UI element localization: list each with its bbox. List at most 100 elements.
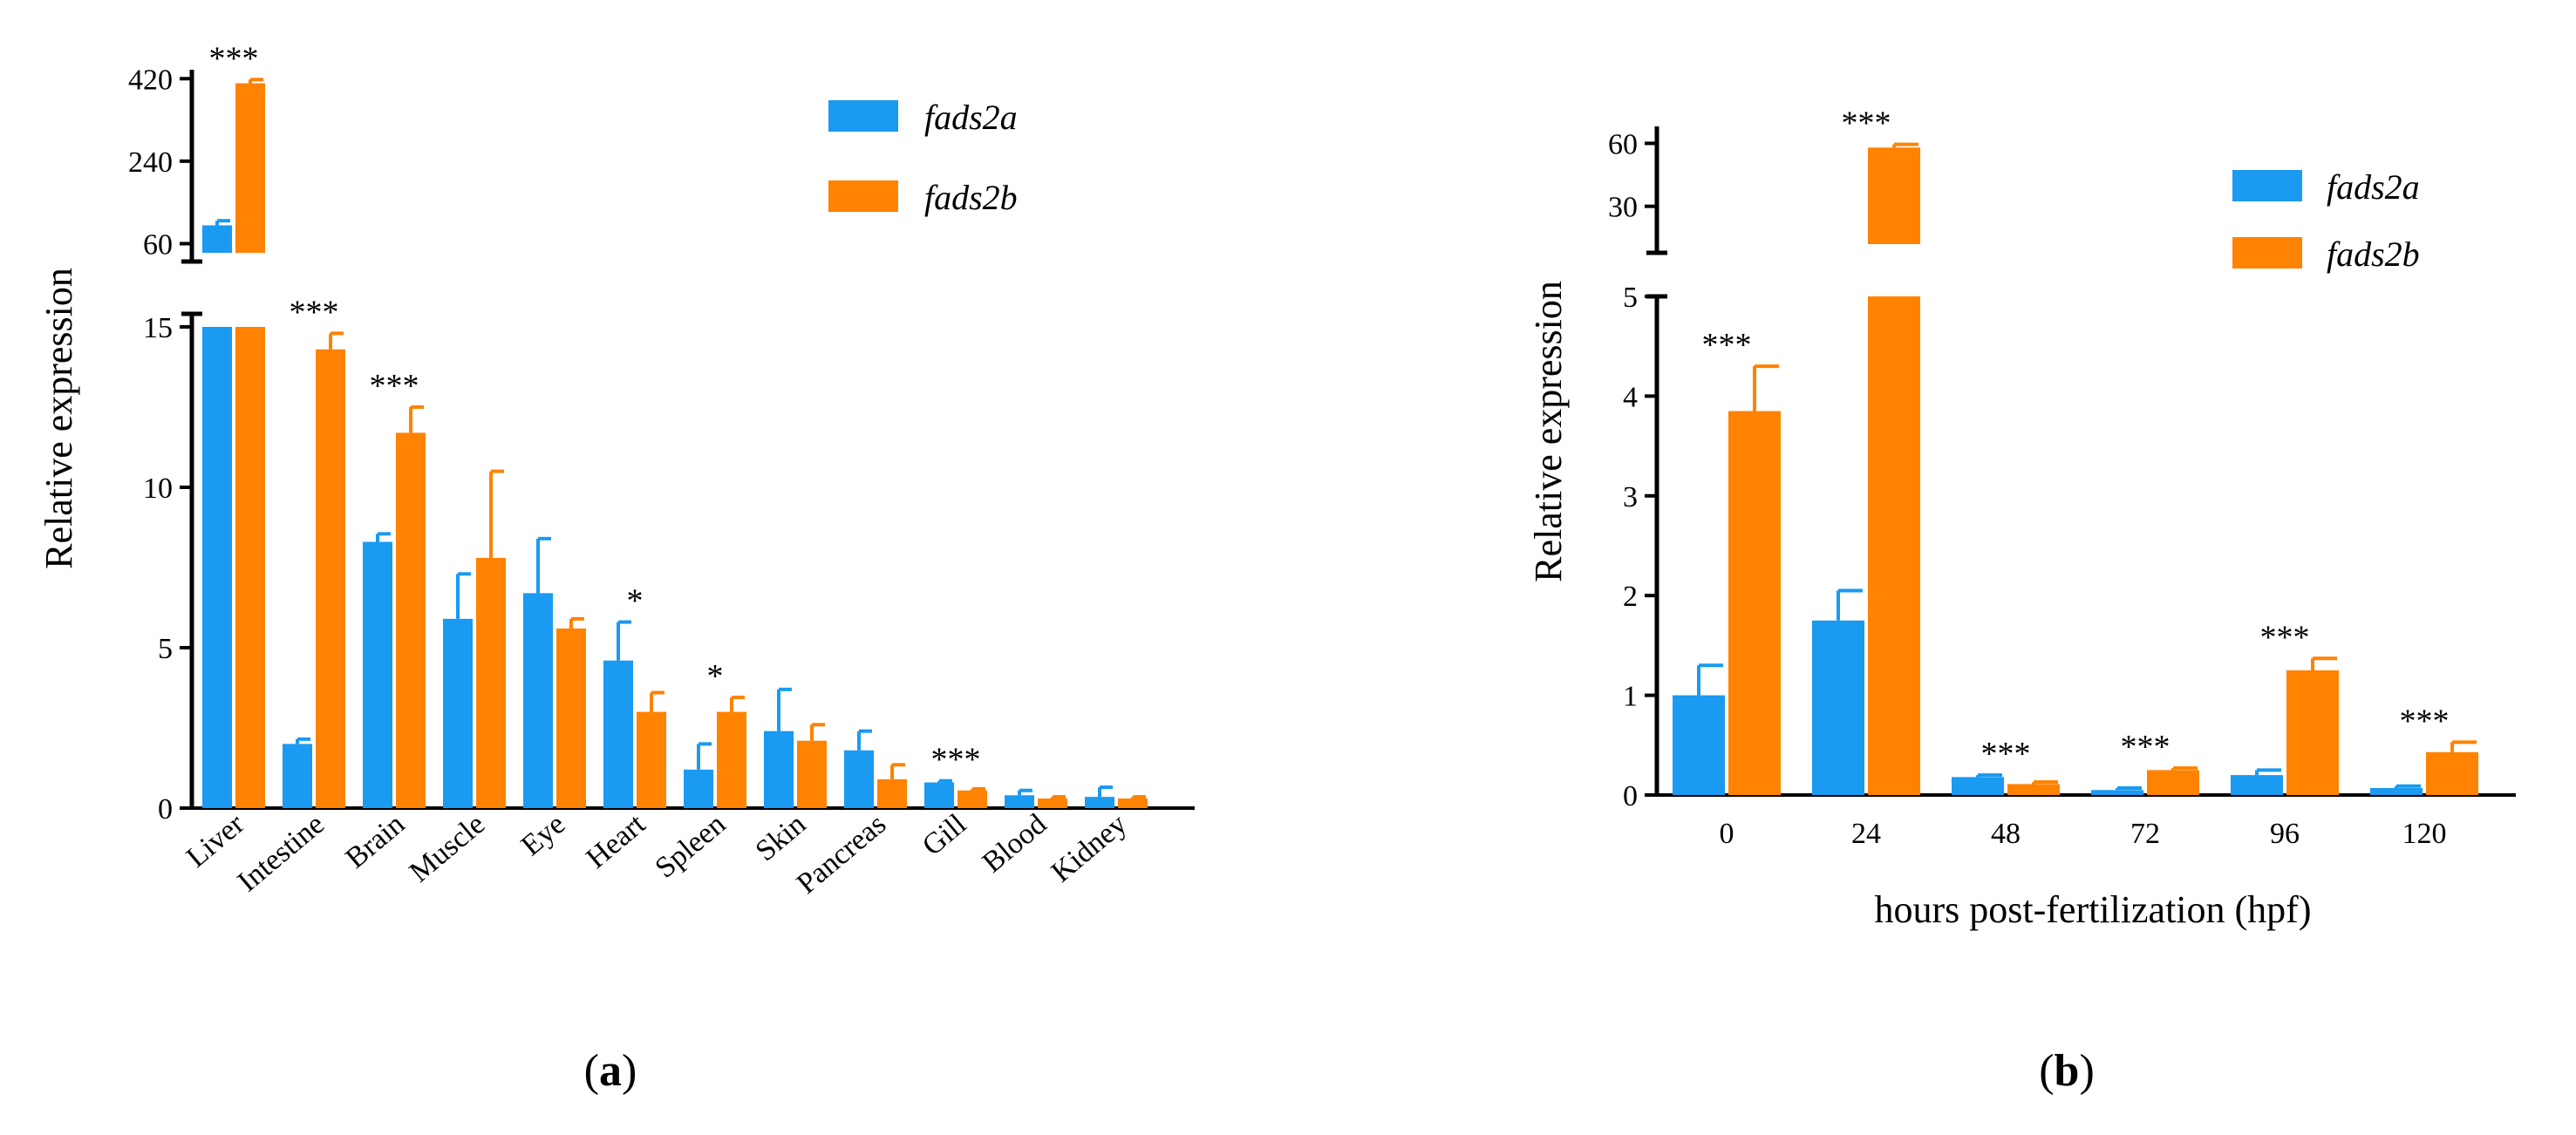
x-tick-label: 120 — [2402, 818, 2447, 850]
y-tick-label: 5 — [1623, 282, 1638, 314]
x-tick-label: 24 — [1851, 818, 1881, 850]
bar-fads2b-gill — [957, 790, 987, 808]
x-tick-label: Pancreas — [791, 808, 892, 901]
y-tick-label: 15 — [143, 312, 173, 344]
bar-fads2a-0 — [1673, 695, 1725, 795]
bar-fads2a-heart — [603, 660, 633, 808]
chart-b-legend: fads2a fads2b — [2232, 167, 2420, 274]
significance-marker: *** — [209, 40, 259, 77]
bar-fads2a-skin — [764, 731, 794, 808]
panel-label-b: (b) — [2039, 1046, 2095, 1096]
bar-fads2b-liver — [235, 327, 265, 808]
bar-fads2a-48 — [1952, 777, 2004, 795]
x-tick-label: 72 — [2130, 818, 2160, 850]
legend-label-fads2a: fads2a — [2327, 167, 2420, 207]
y-tick-label: 5 — [158, 633, 173, 665]
bar-fads2b-spleen — [717, 711, 746, 808]
bar-fads2a-eye — [523, 593, 553, 808]
x-tick-label: Spleen — [649, 808, 732, 885]
significance-marker: *** — [931, 742, 981, 778]
bar-fads2b-0 — [1728, 411, 1781, 795]
bar-fads2a-liver — [202, 327, 232, 808]
chart-a-legend: fads2a fads2b — [828, 98, 1018, 217]
legend-swatch-fads2a — [828, 100, 898, 132]
bar-fads2b-48 — [2007, 784, 2060, 795]
y-tick-label: 30 — [1608, 192, 1638, 224]
bar-fads2a-gill — [924, 782, 954, 808]
x-tick-label: Blood — [977, 808, 1053, 880]
y-tick-label: 0 — [1623, 780, 1638, 812]
legend-label-fads2b: fads2b — [2327, 234, 2420, 274]
y-tick-label: 60 — [143, 228, 173, 261]
y-tick-label: 420 — [128, 64, 173, 96]
x-tick-label: Kidney — [1046, 808, 1133, 889]
bar-fads2b-muscle — [476, 557, 506, 808]
legend-label-fads2a: fads2a — [924, 98, 1018, 137]
y-tick-label: 1 — [1623, 681, 1638, 713]
chart-b-x-axis-label: hours post-fertilization (hpf) — [1875, 888, 2312, 931]
significance-marker: *** — [1842, 105, 1891, 142]
chart-a: Relative expression 0 5 10 15 60 240 420 *** Liv… — [37, 40, 1195, 1096]
significance-marker: *** — [2121, 729, 2171, 765]
significance-marker: *** — [1981, 736, 2031, 772]
y-tick-label: 2 — [1623, 581, 1638, 613]
bar-fads2b-brain — [396, 432, 426, 808]
bar-fads2b-24 — [1868, 296, 1920, 795]
chart-b-y-axis-label: Relative expression — [1527, 281, 1570, 582]
bar-fads2b-120 — [2426, 751, 2478, 795]
bar-fads2b-kidney — [1118, 798, 1148, 808]
bar-fads2a-24 — [1812, 620, 1864, 795]
bar-fads2a-brain — [363, 541, 392, 808]
bar-fads2a-blood — [1005, 795, 1034, 808]
x-tick-label: Eye — [515, 808, 571, 862]
panel-label-a-text: a — [599, 1046, 622, 1096]
bar-fads2a-96 — [2231, 775, 2283, 795]
y-tick-label: 3 — [1623, 481, 1638, 513]
bar-fads2b-96 — [2286, 670, 2339, 795]
bar-fads2b-blood — [1038, 798, 1067, 808]
bar-fads2a-pancreas — [844, 750, 874, 808]
bar-fads2b-liver-upper — [235, 83, 265, 253]
bar-fads2a-72 — [2091, 790, 2143, 795]
legend-swatch-fads2a — [2232, 170, 2302, 201]
legend-swatch-fads2b — [2232, 237, 2302, 268]
bar-fads2a-muscle — [443, 618, 473, 808]
legend-swatch-fads2b — [828, 180, 898, 212]
y-tick-label: 60 — [1608, 128, 1638, 160]
significance-marker: *** — [2400, 703, 2450, 739]
bar-fads2b-intestine — [316, 349, 345, 808]
x-tick-label: Gill — [917, 808, 972, 862]
significance-marker: *** — [370, 368, 419, 404]
bar-fads2a-spleen — [684, 769, 713, 808]
significance-marker: *** — [2260, 619, 2310, 656]
x-tick-label: 96 — [2270, 818, 2300, 850]
y-tick-label: 240 — [128, 146, 173, 179]
bar-fads2a-intestine — [283, 744, 312, 808]
bar-fads2b-24-upper — [1868, 147, 1920, 244]
significance-marker: *** — [1702, 327, 1752, 364]
bar-fads2b-eye — [556, 628, 586, 808]
x-tick-label: Liver — [181, 807, 251, 873]
legend-label-fads2b: fads2b — [924, 178, 1018, 217]
chart-a-marks: 0 5 10 15 60 240 420 *** Liver *** Intestine *** Bra… — [128, 40, 1148, 901]
significance-marker: * — [707, 658, 724, 695]
bar-fads2b-heart — [637, 711, 666, 808]
chart-b-marks: 0 1 2 3 4 5 30 60 *** 0 *** 24 *** 48 *** 72 *** 96 *** 120 — [1608, 105, 2478, 850]
bar-fads2a-kidney — [1085, 797, 1114, 808]
chart-b: Relative expression hours post-fertiliza… — [1527, 105, 2516, 1096]
x-tick-label: Heart — [581, 807, 652, 874]
x-tick-label: Brain — [339, 808, 411, 875]
x-tick-label: Skin — [750, 808, 813, 867]
bar-fads2b-72 — [2147, 770, 2199, 795]
x-tick-label: 48 — [1991, 818, 2021, 850]
y-tick-label: 10 — [143, 472, 173, 505]
x-tick-label: Muscle — [404, 808, 491, 889]
panel-label-a: (a) — [584, 1046, 637, 1096]
bar-fads2b-skin — [797, 740, 827, 808]
bar-fads2a-120 — [2370, 787, 2423, 795]
x-tick-label: 0 — [1720, 818, 1734, 850]
bar-fads2b-pancreas — [877, 778, 907, 808]
y-tick-label: 0 — [158, 793, 173, 826]
significance-marker: * — [627, 583, 644, 620]
